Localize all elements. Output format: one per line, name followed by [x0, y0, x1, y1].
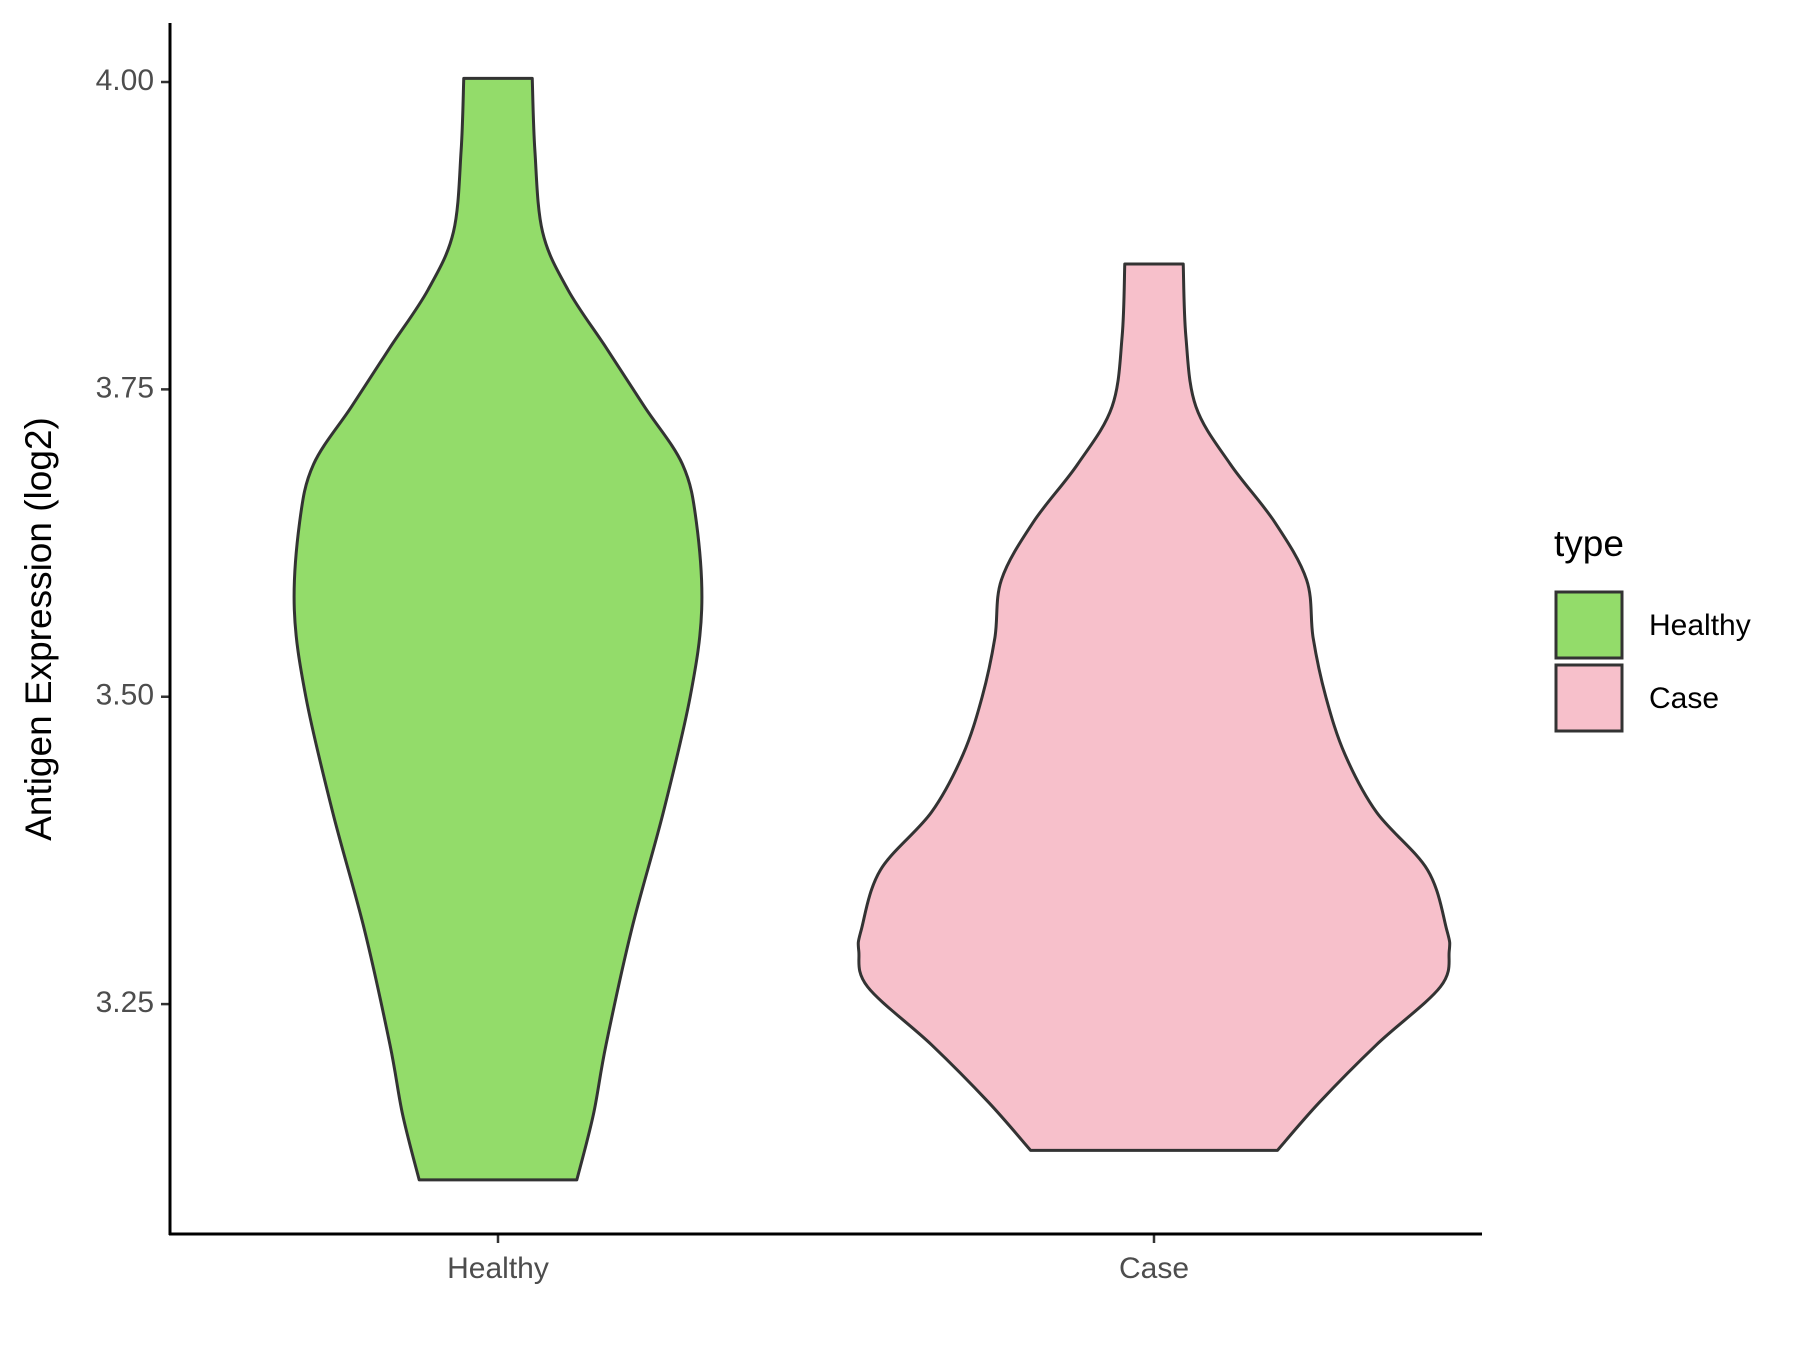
legend-label: Case [1649, 682, 1719, 715]
legend-label: Healthy [1649, 609, 1751, 642]
violin [856, 262, 1452, 1152]
y-tick-label: 3.50 [96, 679, 154, 712]
y-tick-label: 3.75 [96, 371, 154, 404]
y-axis-title: Antigen Expression (log2) [18, 417, 59, 841]
y-tick-label: 4.00 [96, 64, 154, 97]
y-tick-label: 3.25 [96, 986, 154, 1019]
x-tick-label: Healthy [447, 1252, 549, 1285]
legend-key [1554, 590, 1624, 660]
x-tick-label: Case [1119, 1252, 1189, 1285]
legend-title: type [1554, 523, 1624, 564]
legend-key [1554, 663, 1624, 733]
violin [292, 76, 704, 1182]
